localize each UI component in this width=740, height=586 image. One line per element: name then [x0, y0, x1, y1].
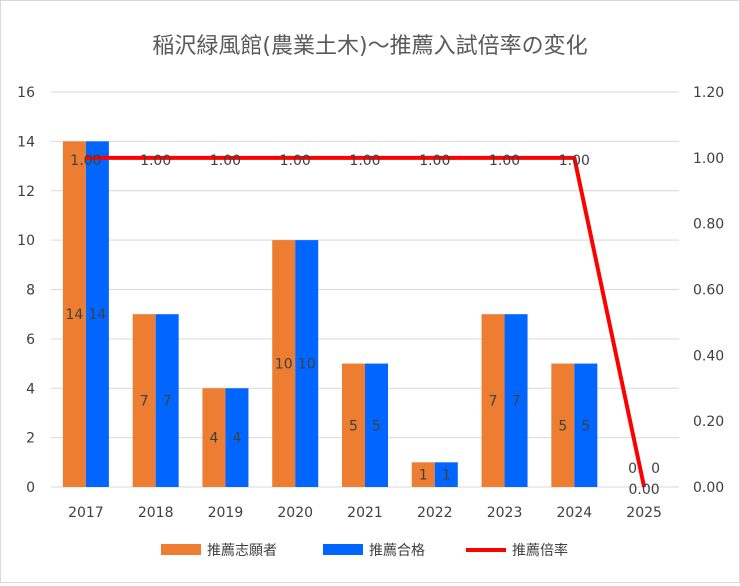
y-left-tick-label: 14 — [17, 134, 35, 150]
bar-data-label: 0 — [628, 461, 637, 477]
line-group — [85, 155, 647, 488]
y-right-tick-label: 1.20 — [693, 85, 724, 101]
line-data-label: 1.00 — [70, 153, 101, 169]
bar — [202, 388, 226, 487]
bar-data-label: 1 — [419, 468, 428, 484]
line-data-label: 1.00 — [419, 153, 450, 169]
axes: 02468101214160.000.200.400.600.801.001.2… — [17, 85, 724, 521]
bar — [342, 363, 365, 487]
line-data-label: 1.00 — [489, 153, 520, 169]
line-data-label: 1.00 — [280, 153, 311, 169]
bar — [411, 462, 435, 487]
x-tick-label: 2022 — [417, 505, 453, 521]
bar — [272, 240, 296, 487]
bar-data-label: 5 — [558, 418, 567, 434]
y-right-tick-label: 0.20 — [693, 414, 724, 430]
y-left-tick-label: 10 — [17, 233, 35, 249]
line-data-label: 1.00 — [210, 153, 241, 169]
x-tick-label: 2025 — [626, 505, 662, 521]
bar-data-label: 14 — [88, 307, 106, 323]
bar-data-label: 14 — [65, 307, 83, 323]
line-data-label: 1.00 — [559, 153, 590, 169]
y-right-tick-label: 0.80 — [693, 217, 724, 233]
legend-swatch — [323, 544, 363, 555]
chart-title: 稲沢緑風館(農業土木)～推薦入試倍率の変化 — [152, 34, 587, 59]
line-data-label: 0.00 — [629, 482, 660, 498]
bar-data-label: 5 — [349, 418, 358, 434]
x-tick-label: 2017 — [68, 505, 104, 521]
bar — [62, 141, 86, 487]
bar — [574, 363, 598, 487]
y-left-tick-label: 0 — [26, 480, 35, 496]
x-tick-label: 2024 — [557, 505, 593, 521]
data-labels: 14 147 74 410 105 51 17 75 50 01.00 1.00 1.00 1.00 1.… — [65, 153, 660, 498]
y-right-tick-label: 0.60 — [693, 283, 724, 299]
y-left-tick-label: 6 — [26, 332, 35, 348]
legend-label: 推薦倍率 — [512, 542, 568, 559]
bar — [85, 141, 109, 487]
y-right-tick-label: 1.00 — [693, 151, 724, 167]
bar-data-label: 1 — [442, 468, 451, 484]
y-left-tick-label: 4 — [26, 381, 35, 397]
bar-data-label: 10 — [298, 357, 316, 373]
bar-data-label: 0 — [651, 461, 660, 477]
x-tick-label: 2020 — [277, 505, 313, 521]
bar-group — [62, 141, 598, 487]
y-right-tick-label: 0.40 — [693, 348, 724, 364]
bar — [225, 388, 249, 487]
legend: 推薦志願者 推薦合格 推薦倍率 — [161, 542, 568, 559]
y-left-tick-label: 12 — [17, 184, 35, 200]
x-tick-label: 2019 — [208, 505, 244, 521]
bar — [481, 314, 505, 487]
legend-swatch — [161, 544, 201, 555]
y-left-tick-label: 2 — [26, 431, 35, 447]
bar-data-label: 7 — [140, 394, 149, 410]
bar-data-label: 7 — [512, 394, 521, 410]
bar — [295, 240, 319, 487]
bar-data-label: 5 — [581, 418, 590, 434]
x-tick-label: 2021 — [347, 505, 383, 521]
legend-label: 推薦志願者 — [207, 543, 277, 559]
y-left-tick-label: 8 — [26, 283, 35, 299]
legend-label: 推薦合格 — [369, 543, 425, 559]
line-series — [85, 155, 647, 488]
bar — [155, 314, 179, 487]
x-tick-label: 2018 — [138, 505, 174, 521]
line-data-label: 1.00 — [349, 153, 380, 169]
bar — [132, 314, 156, 487]
bar-data-label: 10 — [275, 357, 293, 373]
bar — [551, 363, 575, 487]
bar — [365, 363, 388, 487]
x-tick-label: 2023 — [487, 505, 523, 521]
bar-data-label: 4 — [232, 431, 241, 447]
bar — [434, 462, 458, 487]
bar-data-label: 7 — [489, 394, 498, 410]
bar-data-label: 5 — [372, 418, 381, 434]
bar-data-label: 7 — [163, 394, 172, 410]
line-data-label: 1.00 — [140, 153, 171, 169]
y-right-tick-label: 0.00 — [693, 480, 724, 496]
y-left-tick-label: 16 — [17, 85, 35, 101]
bar-data-label: 4 — [209, 431, 218, 447]
bar — [504, 314, 528, 487]
